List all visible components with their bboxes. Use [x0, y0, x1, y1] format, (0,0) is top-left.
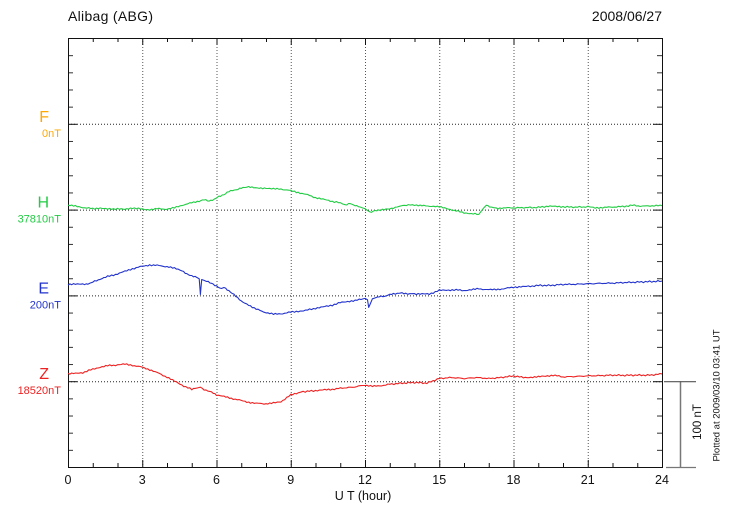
channel-label-E: E [38, 280, 49, 297]
x-tick-label: 21 [581, 473, 595, 487]
channel-baseline-value-Z: 18520nT [18, 385, 62, 397]
x-tick-label: 15 [432, 473, 446, 487]
x-tick-label: 3 [139, 473, 146, 487]
x-tick-label: 18 [507, 473, 521, 487]
plotted-at-note: Plotted at 2009/03/10 03:41 UT [711, 329, 723, 462]
x-axis-label: U T (hour) [334, 489, 392, 503]
station-title: Alibag (ABG) [68, 8, 154, 24]
trace-H [67, 185, 663, 216]
trace-Z [67, 363, 663, 405]
x-tick-label: 12 [358, 473, 372, 487]
channel-baseline-value-E: 200nT [30, 299, 61, 311]
channel-baseline-value-F: 0nT [42, 128, 61, 140]
x-tick-label: 9 [287, 473, 294, 487]
date-label: 2008/06/27 [591, 8, 662, 24]
channel-label-Z: Z [39, 366, 49, 383]
channel-baseline-value-H: 37810nT [18, 214, 62, 226]
x-tick-label: 0 [65, 473, 72, 487]
scale-bar-label: 100 nT [692, 404, 704, 440]
trace-E [67, 264, 663, 316]
x-tick-label: 24 [655, 473, 669, 487]
channel-label-H: H [37, 195, 49, 212]
plot-frame [68, 38, 663, 468]
channel-label-F: F [39, 109, 49, 126]
x-tick-label: 6 [213, 473, 220, 487]
